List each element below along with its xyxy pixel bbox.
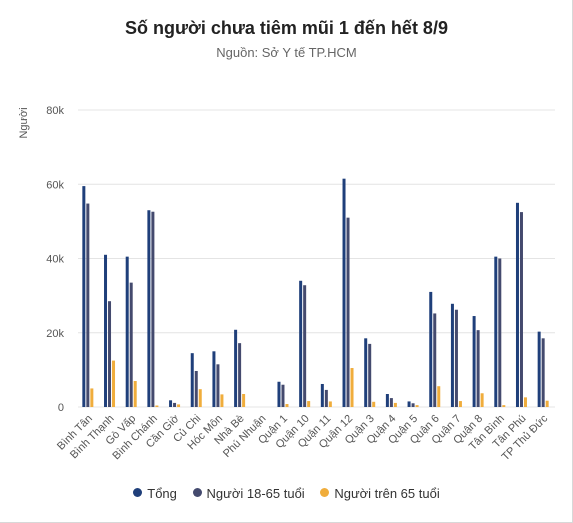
bar[interactable] [133,381,137,407]
y-tick-label: 40k [46,254,64,266]
bar[interactable] [389,398,393,407]
bar[interactable] [220,394,224,407]
bar[interactable] [238,343,242,407]
bar[interactable] [350,368,354,407]
bar[interactable] [541,338,545,407]
bar[interactable] [173,402,177,407]
bar[interactable] [437,386,441,407]
bar[interactable] [407,401,411,407]
bar[interactable] [147,210,151,407]
bar[interactable] [212,351,216,407]
bar[interactable] [472,316,476,407]
bar[interactable] [177,404,181,407]
bar[interactable] [216,364,220,407]
bar[interactable] [476,330,480,407]
legend-label-age-18-65: Người 18-65 tuổi [206,486,305,502]
bar[interactable] [277,381,281,407]
bar[interactable] [299,280,303,407]
bar[interactable] [155,405,159,407]
bar[interactable] [281,384,285,407]
legend-dot-total [133,488,143,498]
legend-dot-age-18-65 [192,488,202,498]
bar[interactable] [346,217,350,407]
bar[interactable] [104,254,108,407]
bar[interactable] [364,338,368,407]
legend-label-total: Tổng [147,486,177,502]
bar[interactable] [285,404,289,407]
bar[interactable] [82,186,86,407]
bar[interactable] [129,282,133,407]
bar[interactable] [320,383,324,407]
y-tick-label: 0 [58,402,64,414]
bar[interactable] [151,211,155,407]
bar[interactable] [415,405,419,407]
legend-item-age-over-65[interactable]: Người trên 65 tuổi [320,485,440,502]
bar[interactable] [498,258,502,408]
legend-item-total[interactable]: Tổng [133,485,177,501]
bar[interactable] [411,403,415,407]
bar[interactable] [307,401,311,407]
bar[interactable] [494,256,498,407]
bar[interactable] [372,401,376,407]
bar[interactable] [523,397,527,407]
bar[interactable] [454,309,458,407]
bar[interactable] [342,178,346,407]
bar[interactable] [242,394,246,407]
bar[interactable] [125,256,129,407]
y-tick-label: 60k [46,179,64,191]
bar[interactable] [198,389,202,407]
bar[interactable] [324,389,328,407]
bar[interactable] [234,329,238,407]
bar[interactable] [86,203,90,407]
bar[interactable] [450,303,454,407]
bar[interactable] [480,393,484,407]
bar[interactable] [112,360,116,407]
y-axis-title: Người [18,107,30,138]
y-tick-label: 20k [46,328,64,340]
bar[interactable] [194,370,198,407]
bar[interactable] [458,401,462,407]
bar[interactable] [190,353,194,407]
bar[interactable] [429,291,433,407]
bar[interactable] [393,402,397,407]
legend-item-age-18-65[interactable]: Người 18-65 tuổi [192,485,305,502]
bar[interactable] [108,301,112,407]
bar[interactable] [433,313,437,407]
bar[interactable] [90,388,94,407]
legend-dot-age-over-65 [320,488,330,498]
bar[interactable] [368,343,372,407]
bar[interactable] [385,394,389,407]
bar[interactable] [303,285,307,407]
bar[interactable] [515,202,519,407]
bars [82,178,549,408]
bar[interactable] [502,405,506,407]
legend-label-age-over-65: Người trên 65 tuổi [334,486,440,502]
bar[interactable] [519,212,523,407]
bar[interactable] [545,400,549,407]
chart-subtitle: Nguồn: Sở Y tế TP.HCM [216,45,357,60]
bar[interactable] [328,401,332,407]
legend: Tổng Người 18-65 tuổi Người trên 65 tuổi [0,485,573,501]
chart-title: Số người chưa tiêm mũi 1 đến hết 8/9 [125,18,448,38]
bar[interactable] [537,331,541,407]
y-tick-labels: 0 20k 40k 60k 80k [46,105,64,414]
bar[interactable] [169,400,173,407]
y-tick-label: 80k [46,105,64,117]
